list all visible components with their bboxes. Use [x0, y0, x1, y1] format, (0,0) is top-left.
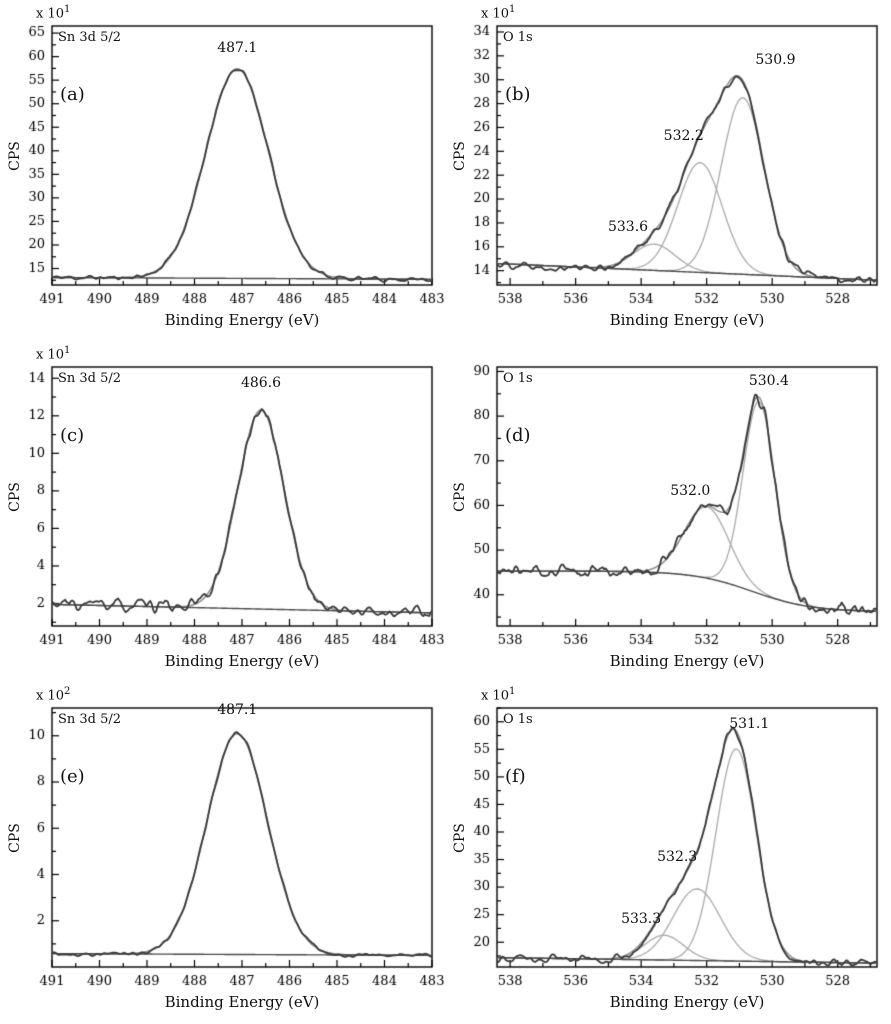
peak-annotation: 532.2 — [663, 128, 704, 145]
region-label: O 1s — [503, 30, 533, 45]
panel-letter: (a) — [60, 84, 85, 105]
peak-annotation: 533.3 — [621, 910, 662, 927]
y-axis-multiplier: x 101 — [481, 686, 516, 704]
panel-letter: (d) — [505, 425, 531, 446]
y-axis-multiplier: x 101 — [36, 345, 71, 363]
y-axis-multiplier: x 101 — [36, 4, 71, 22]
x-axis-label: Binding Energy (eV) — [609, 311, 765, 329]
region-label: Sn 3d 5/2 — [58, 712, 122, 727]
region-label: Sn 3d 5/2 — [58, 371, 122, 386]
y-axis-label: CPS — [7, 141, 23, 171]
panel-letter: (b) — [505, 84, 531, 105]
region-label: Sn 3d 5/2 — [58, 30, 122, 45]
peak-annotation: 531.1 — [729, 715, 770, 732]
x-axis-label: Binding Energy (eV) — [609, 652, 765, 670]
panel-f: x 101 O 1s (f) CPS Binding Energy (eV) 5… — [445, 682, 890, 1023]
peak-annotation: 486.6 — [240, 375, 282, 392]
x-axis-label: Binding Energy (eV) — [164, 311, 320, 329]
spectrum-canvas-d — [445, 341, 890, 682]
y-axis-label: CPS — [7, 823, 23, 853]
region-label: O 1s — [503, 371, 533, 386]
spectrum-canvas-e — [0, 682, 445, 1023]
peak-annotation: 487.1 — [217, 39, 258, 56]
x-axis-label: Binding Energy (eV) — [164, 652, 320, 670]
peak-annotation: 530.4 — [748, 373, 789, 390]
y-axis-multiplier: x 102 — [36, 686, 71, 704]
spectrum-canvas-c — [0, 341, 445, 682]
y-axis-label: CPS — [452, 141, 468, 171]
x-axis-label: Binding Energy (eV) — [164, 993, 320, 1011]
panel-c: x 101 Sn 3d 5/2 (c) CPS Binding Energy (… — [0, 341, 445, 682]
peak-annotation: 533.6 — [607, 218, 649, 235]
peak-annotation: 532.3 — [657, 849, 698, 866]
y-axis-label: CPS — [7, 482, 23, 512]
panel-letter: (f) — [505, 766, 526, 787]
region-label: O 1s — [503, 712, 533, 727]
spectrum-canvas-b — [445, 0, 890, 341]
panel-b: x 101 O 1s (b) CPS Binding Energy (eV) 5… — [445, 0, 890, 341]
spectrum-canvas-f — [445, 682, 890, 1023]
y-axis-label: CPS — [452, 823, 468, 853]
panel-letter: (e) — [60, 766, 85, 787]
panel-e: x 102 Sn 3d 5/2 (e) CPS Binding Energy (… — [0, 682, 445, 1023]
x-axis-label: Binding Energy (eV) — [609, 993, 765, 1011]
peak-annotation: 487.1 — [217, 702, 258, 719]
panel-a: x 101 Sn 3d 5/2 (a) CPS Binding Energy (… — [0, 0, 445, 341]
y-axis-multiplier: x 101 — [481, 4, 516, 22]
y-axis-label: CPS — [452, 482, 468, 512]
peak-annotation: 532.0 — [670, 482, 711, 499]
peak-annotation: 530.9 — [755, 51, 796, 68]
spectrum-canvas-a — [0, 0, 445, 341]
panel-letter: (c) — [60, 425, 85, 446]
panel-d: O 1s (d) CPS Binding Energy (eV) 530.4 5… — [445, 341, 890, 682]
